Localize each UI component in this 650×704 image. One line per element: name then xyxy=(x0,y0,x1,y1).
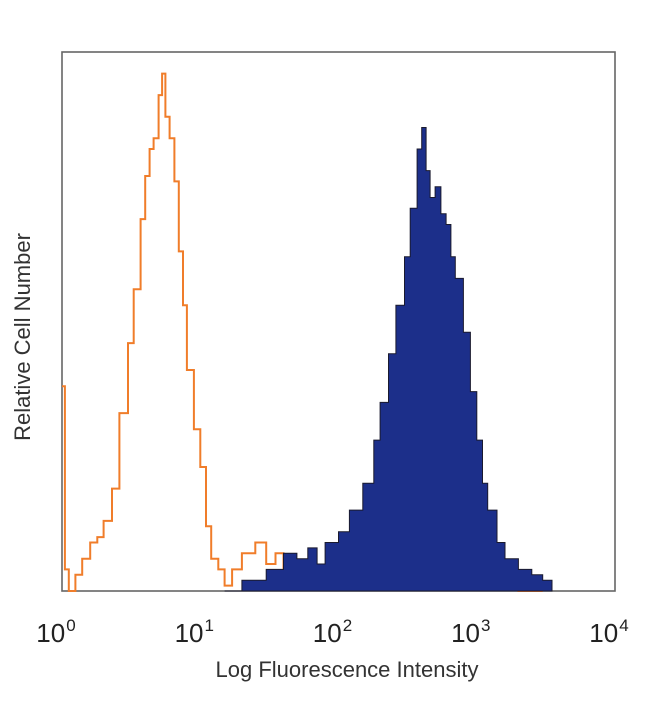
y-axis-label: Relative Cell Number xyxy=(10,233,35,441)
series-layer xyxy=(62,72,553,592)
plot-frame xyxy=(61,51,616,592)
x-tick-labels: 100 101 102 103 104 xyxy=(36,616,628,648)
x-tick-label: 101 xyxy=(175,616,214,648)
x-tick-label: 104 xyxy=(589,616,628,648)
filled-histogram-series xyxy=(224,127,553,592)
x-tick-label: 103 xyxy=(451,616,490,648)
x-tick-label: 100 xyxy=(36,616,75,648)
x-axis-label: Log Fluorescence Intensity xyxy=(216,657,479,682)
x-tick-label: 102 xyxy=(313,616,352,648)
